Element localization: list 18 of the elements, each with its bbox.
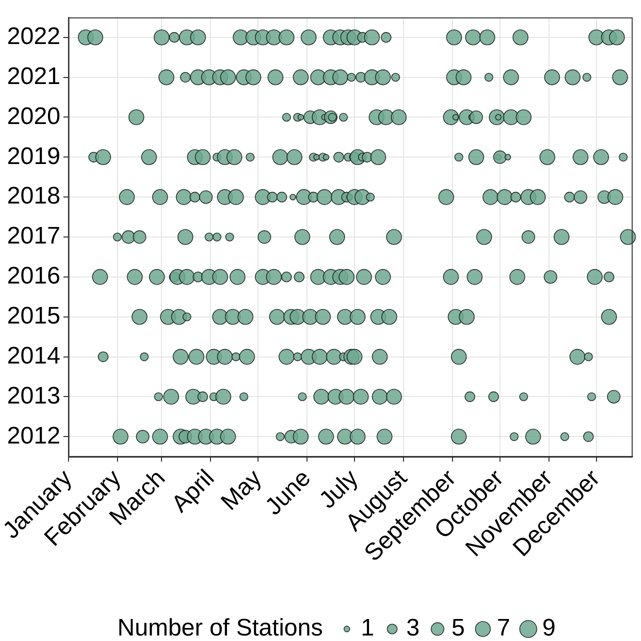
y-tick-label: 2015 [7,302,60,330]
legend-label: 9 [542,614,556,641]
legend-label: 3 [406,614,420,641]
y-tick-label: 2014 [7,342,60,370]
y-tick-label: 2022 [7,22,60,50]
y-tick-label: 2012 [7,422,60,450]
legend-label: 1 [360,614,374,641]
legend-label: 5 [452,614,465,641]
y-tick-label: 2013 [7,382,60,410]
y-tick-label: 2018 [7,182,60,210]
y-tick-label: 2017 [7,222,60,250]
y-tick-label: 2016 [7,262,60,290]
x-tick-label: May [216,464,268,516]
legend-title: Number of Stations [117,614,323,641]
y-tick-label: 2020 [7,102,60,130]
y-tick-label: 2019 [7,142,60,170]
legend-label: 7 [496,614,510,641]
y-tick-label: 2021 [7,62,60,90]
